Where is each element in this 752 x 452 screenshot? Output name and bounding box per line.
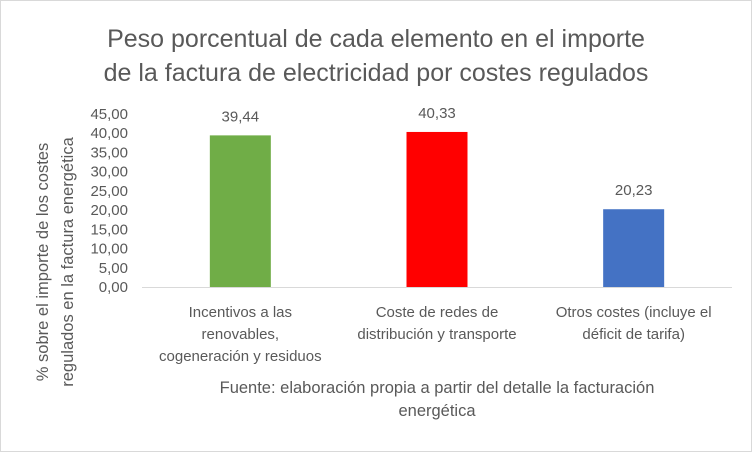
y-tick-label: 5,00 bbox=[99, 260, 128, 277]
data-label: 39,44 bbox=[222, 108, 260, 125]
y-tick-label: 10,00 bbox=[90, 241, 128, 258]
bar bbox=[406, 131, 468, 287]
y-tick-label: 30,00 bbox=[90, 164, 128, 181]
chart-title-line-2: de la factura de electricidad por costes… bbox=[103, 59, 649, 87]
bar bbox=[603, 209, 665, 287]
y-tick-label: 0,00 bbox=[99, 279, 128, 296]
value-labels: 39,44 40,33 20,23 bbox=[222, 105, 653, 199]
x-axis-category-labels: Incentivos a las renovables, cogeneración … bbox=[159, 304, 712, 365]
x-tick-label: distribución y transporte bbox=[357, 326, 516, 343]
y-tick-label: 15,00 bbox=[90, 221, 128, 238]
x-tick-label: déficit de tarifa) bbox=[582, 326, 685, 343]
y-tick-label: 25,00 bbox=[90, 183, 128, 200]
x-tick-label: renovables, bbox=[202, 326, 280, 343]
x-axis-title-line: energética bbox=[398, 402, 476, 420]
y-tick-label: 45,00 bbox=[90, 106, 128, 123]
y-tick-label: 20,00 bbox=[90, 202, 128, 219]
x-axis-title: Fuente: elaboración propia a partir del … bbox=[220, 379, 655, 420]
bars bbox=[209, 131, 665, 287]
x-axis-title-line: Fuente: elaboración propia a partir del … bbox=[220, 379, 655, 397]
bar bbox=[209, 135, 271, 287]
x-tick-label: Otros costes (incluye el bbox=[556, 304, 712, 321]
data-label: 40,33 bbox=[418, 105, 456, 122]
y-axis-title-line: regulados en la factura energética bbox=[59, 136, 77, 386]
chart-title: Peso porcentual de cada elemento en el i… bbox=[0, 22, 752, 90]
y-axis-title-line: % sobre el importe de los costes bbox=[34, 143, 52, 381]
x-tick-label: Coste de redes de bbox=[376, 304, 499, 321]
x-tick-label: cogeneración y residuos bbox=[159, 348, 322, 365]
data-label: 20,23 bbox=[615, 182, 653, 199]
y-axis-title: % sobre el importe de los costes regulado… bbox=[34, 136, 77, 386]
x-tick-label: Incentivos a las bbox=[189, 304, 292, 321]
y-tick-label: 35,00 bbox=[90, 144, 128, 161]
chart-title-line-1: Peso porcentual de cada elemento en el i… bbox=[107, 25, 645, 53]
y-axis-ticks: 0,00 5,00 10,00 15,00 20,00 25,00 30,00 35,00 40… bbox=[90, 106, 128, 296]
y-tick-label: 40,00 bbox=[90, 125, 128, 142]
